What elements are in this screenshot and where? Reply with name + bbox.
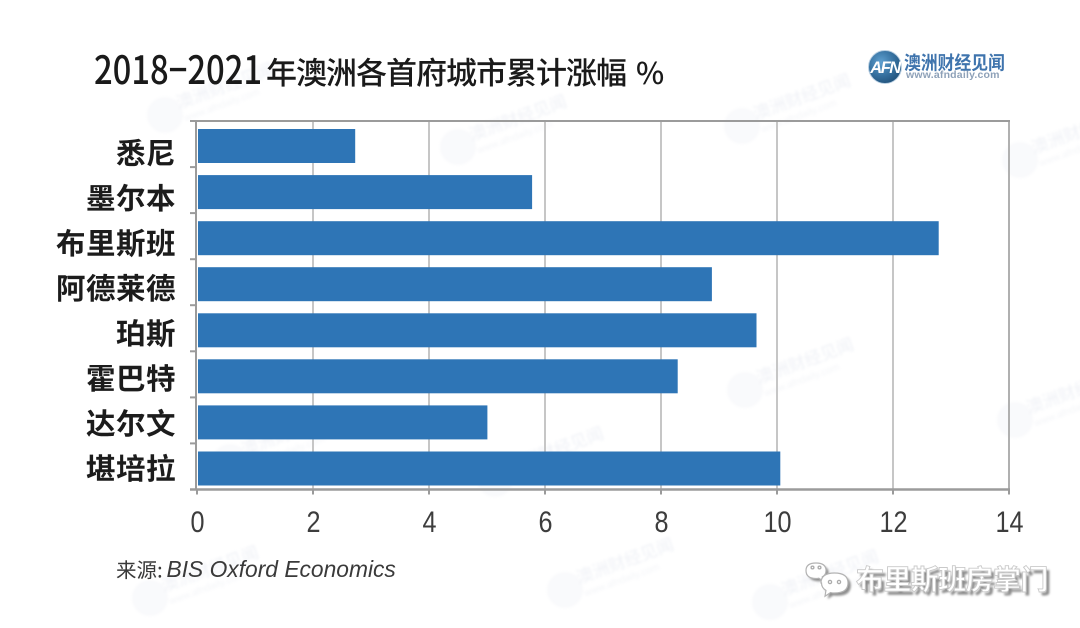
svg-text:6: 6	[538, 505, 552, 539]
svg-text:www.afndaily.com: www.afndaily.com	[905, 69, 1000, 81]
svg-text:14: 14	[995, 505, 1023, 539]
svg-text:10: 10	[763, 505, 791, 539]
svg-text:2: 2	[306, 505, 320, 539]
svg-text:BIS Oxford Economics: BIS Oxford Economics	[167, 556, 396, 582]
svg-text:4: 4	[422, 505, 436, 539]
svg-text:0: 0	[190, 505, 204, 539]
svg-text:12: 12	[879, 505, 907, 539]
svg-text:AFN: AFN	[869, 59, 902, 77]
svg-text:8: 8	[654, 505, 668, 539]
